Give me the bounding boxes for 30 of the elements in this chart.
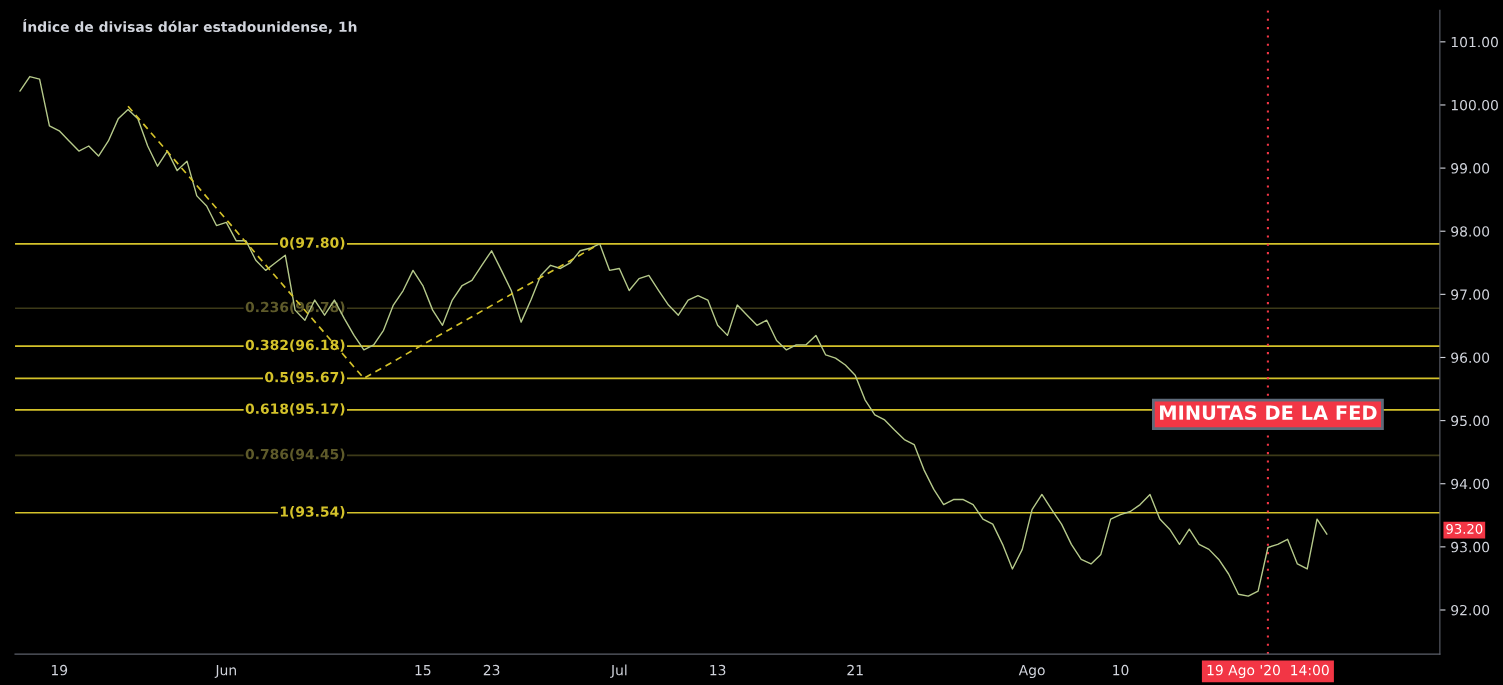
line-series: [19, 75, 1328, 597]
ref-line-label: MINUTAS DE LA FED: [1160, 405, 1377, 420]
y-tick-label: 97.00: [1451, 289, 1490, 300]
y-tick-label: 99.00: [1451, 163, 1490, 174]
ref-line-label: 0.618(95.17): [245, 403, 345, 416]
y-tick-label: 96.00: [1451, 352, 1490, 363]
x-tick-label: 19 Ago '20 14:00: [1207, 664, 1329, 679]
y-tick-label: 93.00: [1451, 541, 1490, 553]
y-tick-label: 94.00: [1451, 478, 1490, 490]
text: 93.20: [1446, 523, 1483, 534]
ref-line-label: 0.382(96.18): [245, 339, 345, 352]
y-tick-label: 98.00: [1451, 226, 1490, 237]
y-tick-label: 95.00: [1451, 415, 1490, 427]
x-tick-label: 10: [1113, 664, 1129, 676]
y-tick-label: 100.00: [1451, 99, 1498, 111]
y-tick-label: 101.00: [1451, 36, 1498, 48]
x-tick-label: 19: [51, 664, 68, 676]
ref-line-label: 0.5(95.67): [265, 371, 345, 384]
y-tick-label: 92.00: [1451, 604, 1490, 616]
x-tick-label: Jun: [214, 665, 236, 678]
x-tick-label: Ago: [1018, 665, 1045, 679]
x-tick-label: 13: [710, 664, 726, 676]
x-tick-label: 15: [415, 665, 431, 676]
x-tick-label: Jul: [610, 664, 627, 678]
ref-line-label: 0(97.80): [279, 237, 345, 250]
x-tick-label: 23: [483, 664, 500, 676]
text: Índice de divisas dólar estadounidense, 1h: [23, 19, 357, 34]
ref-line-label: 1(93.54): [280, 506, 345, 519]
x-tick-label: 21: [847, 664, 863, 676]
ref-line-label: 0.786(94.45): [245, 448, 345, 461]
